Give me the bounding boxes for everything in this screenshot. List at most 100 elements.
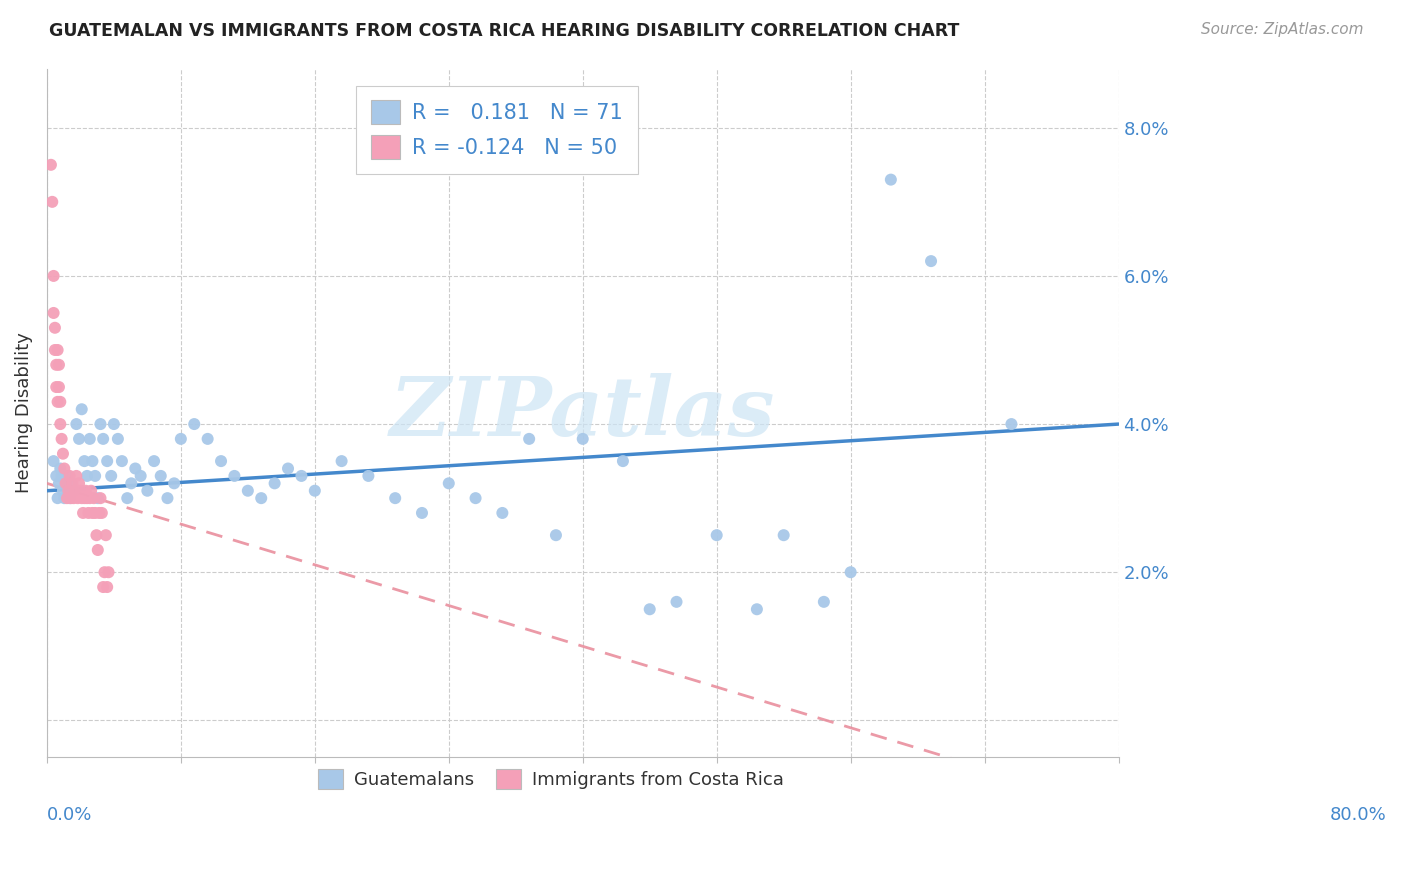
Point: [82, 506, 104, 520]
Point: [129, 469, 152, 483]
Point: [45, 358, 67, 372]
Point: [544, 528, 567, 542]
Point: [49, 417, 72, 431]
Point: [42, 268, 65, 283]
Point: [100, 469, 122, 483]
Point: [94, 528, 117, 542]
Point: [290, 469, 312, 483]
Point: [920, 254, 942, 268]
Point: [87, 543, 110, 558]
Point: [80, 483, 103, 498]
Point: [48, 380, 70, 394]
Point: [143, 454, 166, 468]
Point: [107, 432, 129, 446]
Point: [52, 447, 75, 461]
Point: [89, 491, 111, 505]
Point: [330, 454, 353, 468]
Point: [59, 491, 82, 505]
Text: GUATEMALAN VS IMMIGRANTS FROM COSTA RICA HEARING DISABILITY CORRELATION CHART: GUATEMALAN VS IMMIGRANTS FROM COSTA RICA…: [49, 22, 959, 40]
Point: [517, 432, 540, 446]
Point: [103, 417, 125, 431]
Point: [236, 483, 259, 498]
Point: [48, 358, 70, 372]
Point: [73, 491, 96, 505]
Point: [571, 432, 593, 446]
Point: [70, 402, 93, 417]
Point: [70, 491, 93, 505]
Point: [62, 491, 84, 505]
Point: [82, 454, 104, 468]
Point: [56, 491, 79, 505]
Point: [84, 506, 107, 520]
Point: [62, 483, 84, 498]
Point: [136, 483, 159, 498]
Point: [59, 491, 82, 505]
Point: [120, 476, 142, 491]
Point: [66, 491, 89, 505]
Point: [111, 454, 134, 468]
Point: [44, 343, 66, 357]
Point: [69, 483, 91, 498]
Point: [46, 343, 69, 357]
Point: [813, 595, 835, 609]
Point: [84, 469, 107, 483]
Point: [772, 528, 794, 542]
Point: [170, 432, 193, 446]
Point: [839, 566, 862, 580]
Point: [464, 491, 486, 505]
Point: [745, 602, 768, 616]
Point: [91, 580, 114, 594]
Point: [44, 320, 66, 334]
Point: [75, 483, 97, 498]
Point: [49, 461, 72, 475]
Point: [59, 469, 82, 483]
Point: [384, 491, 406, 505]
Point: [53, 491, 76, 505]
Point: [87, 491, 110, 505]
Point: [59, 476, 82, 491]
Point: [41, 194, 63, 209]
Point: [73, 454, 96, 468]
Point: [39, 158, 62, 172]
Point: [65, 469, 87, 483]
Point: [86, 528, 108, 542]
Point: [304, 483, 326, 498]
Point: [67, 476, 90, 491]
Point: [53, 461, 76, 475]
Point: [76, 469, 98, 483]
Point: [124, 461, 146, 475]
Point: [96, 580, 118, 594]
Point: [65, 417, 87, 431]
Point: [83, 491, 105, 505]
Point: [58, 483, 80, 498]
Point: [51, 469, 73, 483]
Point: [48, 476, 70, 491]
Point: [163, 476, 186, 491]
Point: [60, 476, 83, 491]
Point: [250, 491, 273, 505]
Point: [42, 306, 65, 320]
Point: [77, 506, 100, 520]
Point: [55, 476, 77, 491]
Text: Source: ZipAtlas.com: Source: ZipAtlas.com: [1201, 22, 1364, 37]
Point: [76, 491, 98, 505]
Legend: Guatemalans, Immigrants from Costa Rica: Guatemalans, Immigrants from Costa Rica: [311, 761, 790, 797]
Point: [117, 491, 139, 505]
Point: [49, 395, 72, 409]
Point: [89, 417, 111, 431]
Point: [491, 506, 513, 520]
Y-axis label: Hearing Disability: Hearing Disability: [15, 333, 32, 493]
Point: [79, 491, 101, 505]
Point: [638, 602, 661, 616]
Point: [72, 506, 94, 520]
Point: [63, 483, 86, 498]
Point: [97, 566, 120, 580]
Point: [156, 491, 179, 505]
Point: [90, 506, 112, 520]
Point: [58, 483, 80, 498]
Point: [880, 172, 903, 186]
Point: [45, 469, 67, 483]
Point: [91, 432, 114, 446]
Text: 80.0%: 80.0%: [1330, 805, 1386, 823]
Point: [411, 506, 433, 520]
